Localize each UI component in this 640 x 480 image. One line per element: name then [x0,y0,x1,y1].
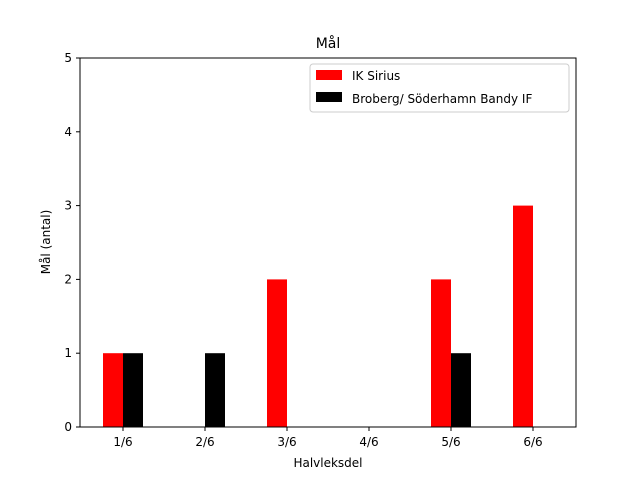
x-tick-label: 4/6 [359,435,378,449]
bar-series-0-3-6 [267,279,287,427]
x-axis-label: Halvleksdel [293,456,362,470]
x-tick-label: 1/6 [113,435,132,449]
y-tick-label: 1 [64,346,72,360]
bars-group [103,205,533,427]
x-tick-label: 2/6 [195,435,214,449]
plot-area-frame [79,57,577,428]
legend-swatch-broberg [316,92,342,102]
bar-series-1-1-6 [123,353,143,427]
legend-frame [309,63,570,113]
bar-series-0-5-6 [431,279,451,427]
legend-swatch-ik-sirius [316,70,342,80]
legend-label-broberg: Broberg/ Söderhamn Bandy IF [352,92,532,106]
x-tick-label: 6/6 [523,435,542,449]
y-tick-label: 2 [64,272,72,286]
y-tick-label: 0 [64,420,72,434]
x-axis-ticks: 1/6 2/6 3/6 4/6 5/6 6/6 [113,427,543,449]
bar-series-0-6-6 [513,205,533,427]
chart-title: Mål [316,35,341,52]
bar-series-1-5-6 [451,353,471,427]
legend-label-ik-sirius: IK Sirius [352,69,400,83]
y-tick-label: 4 [64,125,72,139]
x-tick-label: 3/6 [277,435,296,449]
legend: IK Sirius Broberg/ Söderhamn Bandy IF [309,63,570,113]
y-axis-label: Mål (antal) [39,210,53,275]
bar-series-1-2-6 [205,353,225,427]
y-axis-ticks: 0 1 2 3 4 5 [64,51,80,434]
bar-series-0-1-6 [103,353,123,427]
y-tick-label: 5 [64,51,72,65]
y-tick-label: 3 [64,199,72,213]
x-tick-label: 5/6 [441,435,460,449]
